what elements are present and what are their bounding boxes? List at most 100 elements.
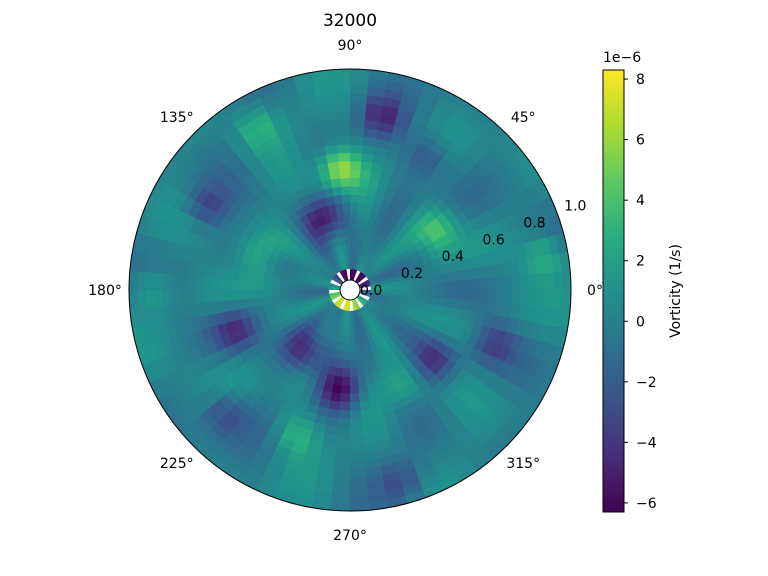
heatmap-cell [281, 429, 299, 444]
heatmap-cell [549, 211, 565, 235]
heatmap-cell [503, 288, 514, 305]
heatmap-cell [356, 307, 363, 318]
heatmap-cell [335, 307, 342, 317]
heatmap-cell [412, 104, 434, 121]
heatmap-cell [485, 300, 497, 316]
polar-center [339, 279, 361, 301]
heatmap-cell [361, 416, 376, 428]
heatmap-cell [417, 133, 436, 150]
heatmap-cell [411, 345, 425, 359]
heatmap-cell [285, 394, 301, 409]
heatmap-cell [276, 408, 294, 424]
heatmap-cell [365, 248, 373, 259]
heatmap-cell [360, 408, 374, 420]
heatmap-cell [349, 260, 353, 271]
heatmap-cell [394, 449, 414, 464]
heatmap-cell [470, 421, 491, 441]
heatmap-cell [446, 111, 468, 130]
heatmap-cell [196, 221, 211, 239]
heatmap-cell [264, 105, 286, 121]
heatmap-cell [245, 407, 264, 425]
heatmap-cell [194, 375, 212, 395]
heatmap-cell [431, 311, 444, 323]
heatmap-cell [184, 332, 199, 351]
heatmap-cell [366, 474, 387, 486]
heatmap-cell [373, 254, 383, 265]
heatmap-cell [365, 77, 388, 89]
heatmap-cell [475, 211, 491, 229]
heatmap-cell [496, 377, 515, 399]
heatmap-cell [245, 134, 265, 152]
heatmap-cell [199, 410, 219, 431]
heatmap-cell [388, 308, 400, 318]
heatmap-cell [489, 341, 504, 359]
radial-tick-label: 0.6 [483, 232, 505, 248]
heatmap-cell [419, 289, 430, 297]
heatmap-cell [310, 308, 321, 317]
heatmap-cell [315, 474, 336, 487]
colorbar-tick-label: −4 [636, 435, 657, 451]
heatmap-cell [162, 257, 174, 277]
heatmap-cell [409, 300, 421, 309]
heatmap-cell [253, 290, 264, 300]
heatmap-cell [271, 269, 283, 279]
heatmap-cell [261, 97, 284, 114]
heatmap-cell [542, 252, 555, 273]
heatmap-cell [359, 391, 371, 403]
heatmap-cell [228, 290, 239, 302]
core-cell [353, 270, 361, 282]
heatmap-cell [411, 289, 422, 297]
heatmap-cell [324, 273, 334, 281]
heatmap-cell [199, 434, 221, 455]
heatmap-cell [247, 459, 270, 477]
heatmap-cell [358, 383, 370, 395]
heatmap-cell [474, 131, 496, 152]
heatmap-cell [287, 279, 298, 286]
heatmap-cell [148, 379, 167, 403]
heatmap-cell [155, 183, 174, 206]
colorbar [603, 70, 624, 512]
heatmap-cell [375, 324, 386, 335]
heatmap-cell [374, 301, 385, 309]
heatmap-cell [385, 277, 396, 284]
heatmap-cell [275, 221, 289, 235]
heatmap-cell [461, 288, 472, 301]
heatmap-cell [312, 491, 335, 503]
heatmap-cell [405, 215, 419, 229]
heatmap-cell [191, 144, 212, 166]
heatmap-cell [234, 420, 254, 439]
heatmap-cell [338, 168, 350, 179]
chart-title: 32000 [323, 11, 377, 31]
heatmap-cell [335, 443, 352, 454]
heatmap-cell [218, 440, 240, 460]
heatmap-cell [470, 106, 493, 128]
heatmap-cell [262, 274, 273, 284]
heatmap-cell [336, 253, 343, 264]
heatmap-cell [462, 357, 478, 375]
heatmap-cell [452, 425, 473, 445]
heatmap-cell [423, 118, 445, 135]
heatmap-cell [241, 96, 264, 115]
heatmap-cell [319, 178, 332, 191]
heatmap-cell [470, 398, 490, 418]
heatmap-cell [386, 312, 398, 322]
heatmap-cell [509, 258, 521, 276]
heatmap-cell [316, 406, 331, 418]
heatmap-cell [369, 328, 378, 340]
heatmap-cell [350, 451, 367, 462]
heatmap-cell [255, 265, 267, 276]
heatmap-cell [447, 419, 468, 438]
heatmap-cell [408, 443, 428, 460]
heatmap-cell [466, 255, 478, 270]
heatmap-cell [392, 115, 412, 130]
heatmap-cell [222, 410, 242, 430]
heatmap-cell [528, 288, 539, 307]
heatmap-cell [222, 310, 234, 325]
heatmap-cell [368, 309, 377, 319]
heatmap-cell [443, 442, 465, 461]
heatmap-cell [536, 287, 547, 308]
heatmap-cell [364, 302, 373, 311]
heatmap-cell [291, 406, 308, 421]
heatmap-cell [435, 272, 446, 283]
heatmap-cell [357, 177, 370, 188]
